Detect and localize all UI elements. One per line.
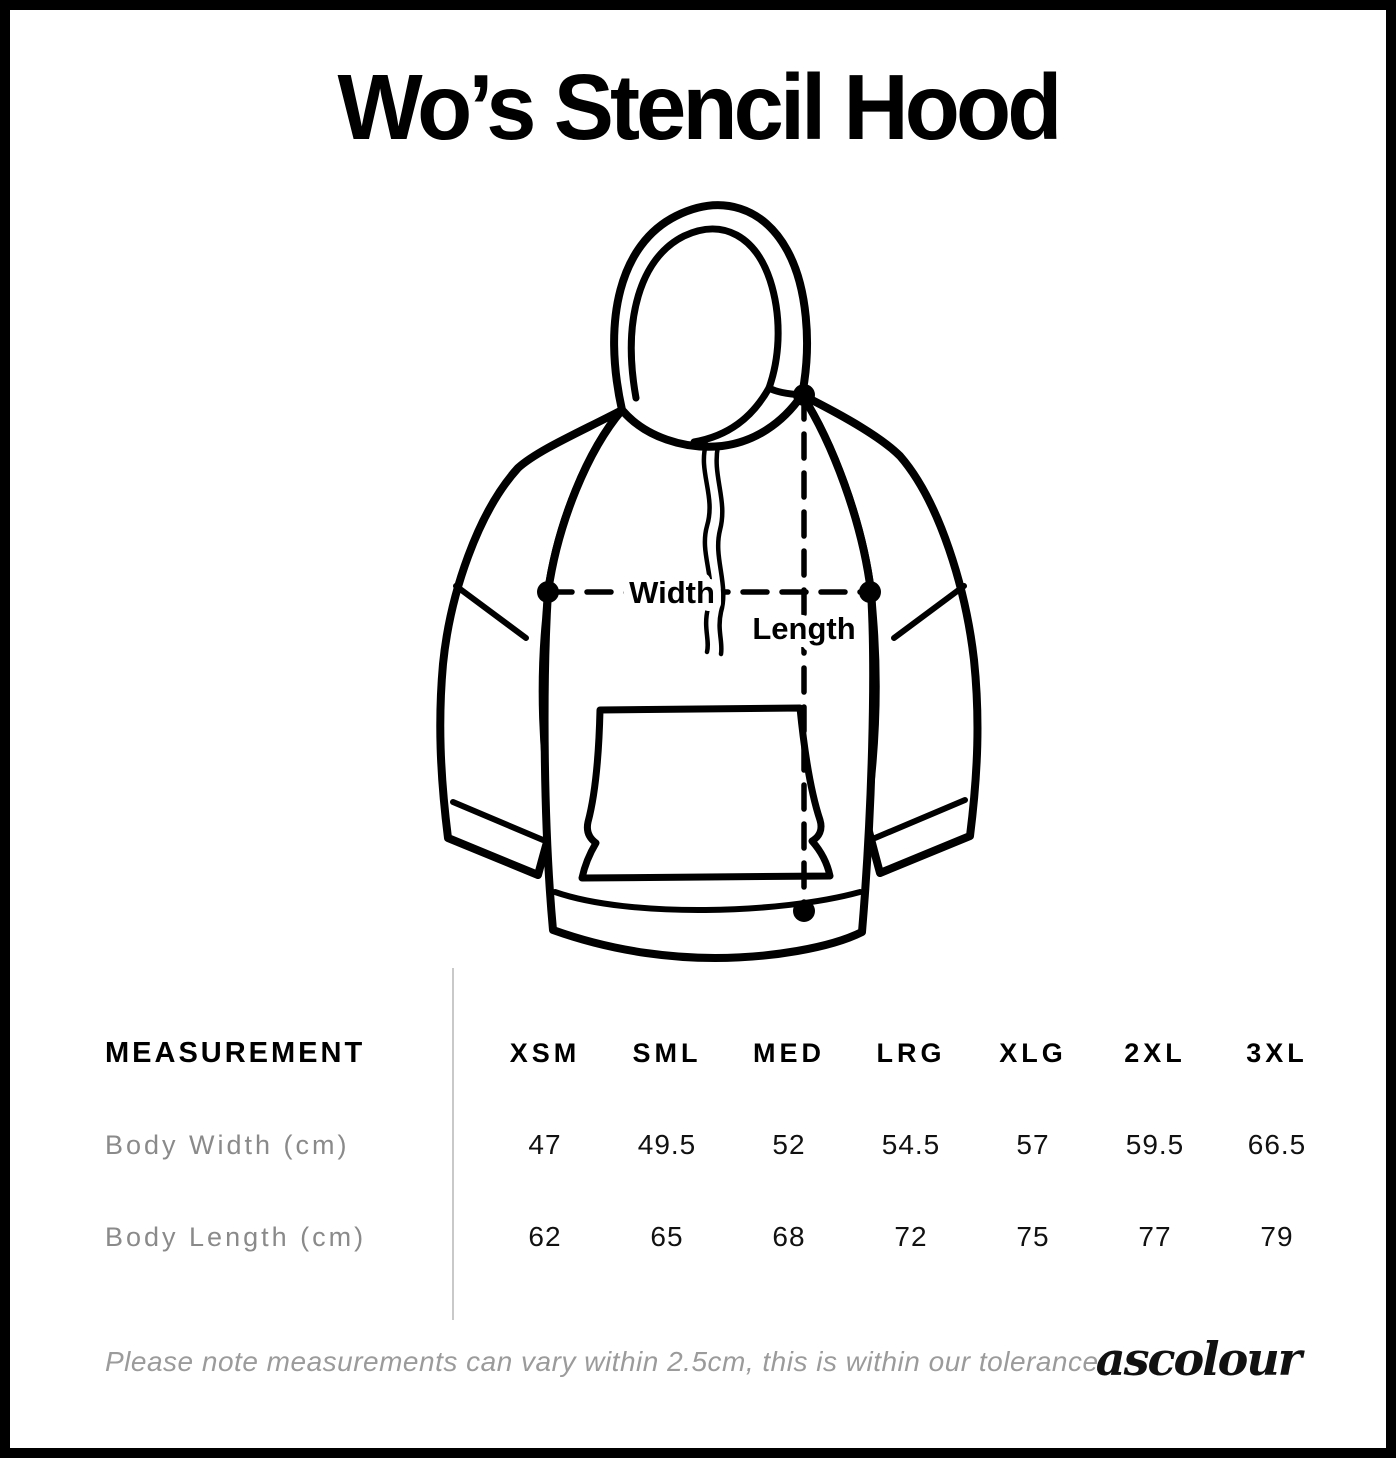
size-header-med: MED [753, 1037, 825, 1068]
body-length-3xl: 79 [1260, 1221, 1294, 1252]
kangaroo-pocket [578, 704, 834, 882]
left-cuff-seam [450, 799, 546, 843]
drawstring-left [701, 441, 713, 655]
size-table-header-row: MEASUREMENT XSM SML MED LRG XLG 2XL 3XL [10, 1032, 1340, 1074]
drawstring-right [714, 443, 726, 657]
measurement-header: MEASUREMENT [105, 1036, 366, 1069]
size-header-3xl: 3XL [1246, 1037, 1308, 1068]
size-header-xlg: XLG [999, 1037, 1067, 1068]
hem-band-line [552, 889, 863, 913]
body-length-row: Body Length (cm) 62 65 68 72 75 77 79 [10, 1216, 1340, 1258]
body-length-2xl: 77 [1138, 1221, 1172, 1252]
tolerance-note: Please note measurements can vary within… [105, 1346, 1107, 1377]
body-width-label: Body Width (cm) [105, 1129, 350, 1160]
body-length-label: Body Length (cm) [105, 1221, 367, 1252]
body-length-med: 68 [772, 1221, 806, 1252]
body-width-lrg: 54.5 [881, 1129, 941, 1160]
width-dot-left [537, 581, 559, 603]
body-length-lrg: 72 [894, 1221, 928, 1252]
body-width-sml: 49.5 [637, 1129, 697, 1160]
size-header-lrg: LRG [876, 1037, 946, 1068]
body-width-xsm: 47 [528, 1129, 562, 1160]
body-width-med: 52 [772, 1129, 806, 1160]
size-header-sml: SML [632, 1037, 702, 1068]
right-armpit-seam [891, 583, 967, 641]
page-title: Wo’s Stencil Hood [337, 55, 1063, 159]
right-cuff-seam [872, 797, 968, 841]
hood-face-opening [627, 225, 782, 446]
body-width-xlg: 57 [1016, 1129, 1050, 1160]
length-label: Length [752, 611, 855, 646]
size-header-xsm: XSM [509, 1037, 581, 1068]
body-width-2xl: 59.5 [1125, 1129, 1185, 1160]
length-dot-top [793, 384, 815, 406]
body-width-3xl: 66.5 [1247, 1129, 1307, 1160]
width-label: Width [629, 575, 715, 610]
hoodie-diagram: Width Length [436, 201, 982, 962]
body-width-row: Body Width (cm) 47 49.5 52 54.5 57 59.5 … [10, 1124, 1340, 1166]
size-header-2xl: 2XL [1124, 1037, 1186, 1068]
body-length-xsm: 62 [528, 1221, 562, 1252]
width-dot-right [859, 581, 881, 603]
body-length-xlg: 75 [1016, 1221, 1050, 1252]
body-length-sml: 65 [650, 1221, 684, 1252]
hood-outline [610, 201, 811, 451]
left-armpit-seam [453, 583, 529, 641]
table-divider [452, 968, 454, 1320]
ascolour-logo: ascolour [1095, 1332, 1302, 1386]
length-dot-bottom [793, 900, 815, 922]
